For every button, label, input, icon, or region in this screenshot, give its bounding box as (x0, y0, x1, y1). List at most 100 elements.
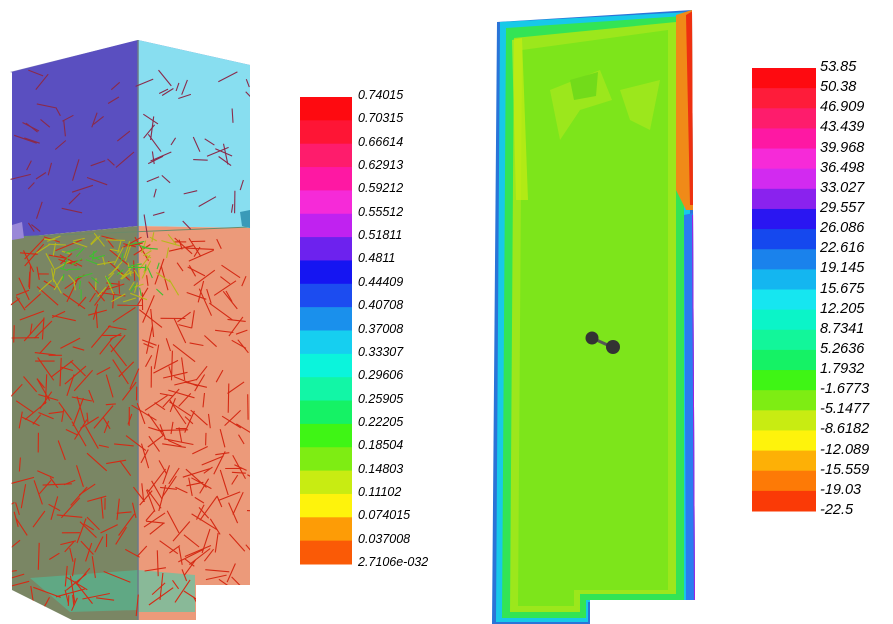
fiber-segment (230, 204, 234, 213)
fiber-segment (71, 159, 80, 181)
fiber-segment (64, 541, 75, 553)
fiber-segment (215, 452, 230, 456)
fiber-segment (115, 526, 127, 545)
fiber-segment (39, 391, 53, 410)
fiber-segment (177, 311, 191, 323)
legend-label: 15.675 (820, 280, 865, 297)
fiber-segment (159, 392, 173, 397)
fiber-segment (165, 338, 172, 352)
legend-label: 36.498 (820, 159, 865, 176)
legend-swatch (300, 143, 352, 168)
fiber-segment (232, 454, 246, 480)
fiber-segment (59, 267, 68, 272)
fiber-segment (222, 143, 229, 165)
fiber-segment (60, 337, 81, 349)
fiber-segment (163, 438, 194, 446)
fiber-segment (161, 240, 180, 247)
fiber-segment (102, 417, 111, 430)
fiber-segment (109, 333, 122, 340)
fiber-segment (161, 174, 171, 184)
fiber-segment (25, 122, 38, 133)
fiber-segment (112, 306, 136, 323)
fiber-segment (36, 266, 40, 280)
fiber-segment (71, 258, 83, 266)
fiber-segment (168, 279, 180, 296)
fiber-segment (39, 340, 52, 354)
fiber-segment (183, 534, 200, 548)
fiber-segment (20, 484, 27, 509)
legend-swatch (752, 490, 816, 512)
fiber-segment (90, 160, 106, 167)
fiber-segment (208, 302, 233, 321)
fiber-segment (130, 284, 136, 292)
fiber-segment (156, 262, 160, 270)
legend-swatch (752, 470, 816, 492)
fiber-segment (18, 411, 23, 429)
legend-swatch (752, 390, 816, 411)
fiber-segment (188, 249, 214, 262)
fiber-segment (82, 592, 110, 600)
legend-swatch (300, 470, 352, 495)
fiber-segment (36, 378, 46, 389)
fiber-segment (141, 483, 145, 503)
fiber-segment (144, 567, 166, 572)
fiber-segment (142, 295, 155, 323)
fiber-segment (146, 520, 165, 524)
legend-swatch (300, 400, 352, 425)
fiber-segment (13, 325, 15, 343)
fiber-segment (62, 273, 65, 282)
fiber-segment (23, 376, 38, 393)
fiber-segment (215, 329, 234, 334)
legend-label: 39.968 (820, 139, 865, 156)
fiber-segment (152, 211, 165, 216)
fiber-segment (24, 238, 45, 260)
fiber-segment (178, 427, 183, 442)
fiber-segment (86, 516, 100, 531)
fiber-segment (64, 365, 87, 385)
fiber-segment (203, 548, 215, 562)
fiber-segment (38, 411, 54, 420)
fiber-segment (110, 81, 121, 91)
legend-swatch (752, 249, 816, 270)
fiber-segment (194, 374, 206, 392)
fiber-segment (68, 274, 76, 284)
fiber-segment (178, 324, 192, 329)
fiber-segment (245, 91, 250, 99)
legend-swatch (300, 447, 352, 472)
fiber-segment (72, 594, 75, 606)
fiber-segment (228, 533, 246, 552)
fiber-segment (27, 222, 35, 232)
fiber-segment (114, 443, 134, 447)
fiber-segment (151, 151, 155, 165)
contour-right-edge-lower (684, 212, 695, 605)
fiber-segment (215, 148, 233, 157)
fiber-segment (147, 413, 164, 436)
fiber-segment (19, 310, 45, 321)
legend-label: 26.086 (820, 220, 865, 237)
fiber-segment (191, 310, 195, 329)
fiber-segment (107, 158, 115, 166)
fiber-segment (146, 489, 162, 509)
fiber-segment (91, 112, 98, 128)
fiber-segment (133, 282, 138, 293)
fiber-segment (118, 280, 121, 294)
fiber-segment (178, 93, 192, 100)
legend-swatch (300, 423, 352, 448)
fiber-segment (144, 253, 152, 259)
legend-label: 0.14803 (358, 461, 404, 476)
fiber-segment (94, 285, 110, 306)
fiber-segment (182, 220, 192, 230)
fiber-segment (143, 512, 166, 528)
fiber-segment (199, 496, 218, 521)
fiber-segment (67, 595, 70, 606)
fiber-segment (53, 276, 64, 291)
fiber-segment (78, 280, 82, 290)
fiber-segment (79, 521, 97, 538)
fiber-segment (241, 275, 247, 287)
fiber-segment (10, 297, 21, 315)
fiber-segment (75, 272, 93, 279)
legend-swatch (752, 329, 816, 351)
fiber-segment (142, 113, 159, 125)
contour-upper-lightpatch-2 (620, 80, 660, 130)
fiber-segment (80, 540, 94, 555)
